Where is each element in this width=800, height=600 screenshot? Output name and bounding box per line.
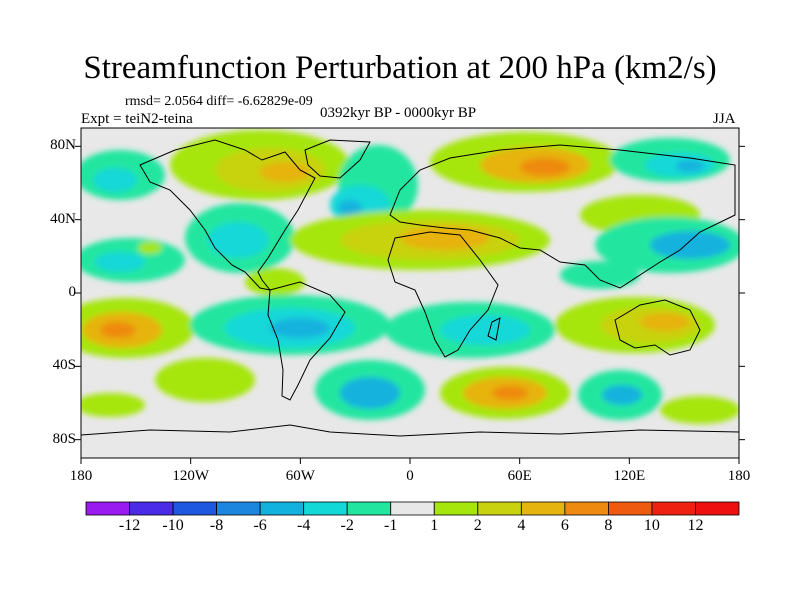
contour-region xyxy=(138,242,162,254)
contour-region xyxy=(81,393,145,417)
colorbar xyxy=(85,501,740,516)
axis-ticks xyxy=(75,145,745,464)
lon-label: 60E xyxy=(507,468,532,484)
lat-label: 40S xyxy=(52,357,76,374)
colorbar-label: -4 xyxy=(296,517,311,534)
coastline-eurasia xyxy=(389,144,736,289)
lat-label: 40N xyxy=(50,210,76,227)
contour-region xyxy=(520,158,570,176)
colorbar-swatch xyxy=(85,501,130,516)
colorbar-label: 12 xyxy=(687,517,704,534)
colorbar-swatch xyxy=(608,501,653,516)
colorbar-swatch xyxy=(695,501,740,516)
contour-region xyxy=(100,322,136,338)
season-label: JJA xyxy=(713,111,736,127)
contour-region xyxy=(208,222,268,258)
coastline-north-america xyxy=(139,139,316,291)
contour-region xyxy=(260,162,310,182)
colorbar-label: 8 xyxy=(604,517,613,534)
coastline-antarctica xyxy=(81,424,739,437)
colorbar-swatch xyxy=(433,501,479,516)
colorbar-swatch xyxy=(564,501,609,516)
colorbar-label: -6 xyxy=(253,517,267,534)
lat-label: 0 xyxy=(68,284,77,300)
coastline-australia xyxy=(614,299,701,356)
coastline-south-america xyxy=(267,281,346,401)
colorbar-swatch xyxy=(216,501,261,516)
contour-region xyxy=(155,358,255,402)
colorbar-swatch xyxy=(129,501,174,516)
colorbar-label: 10 xyxy=(643,517,660,534)
colorbar-label: -1 xyxy=(384,517,398,534)
colorbar-swatch xyxy=(303,501,348,516)
lon-label: 0 xyxy=(406,468,414,484)
experiment-label: Expt = teiN2-teina xyxy=(81,111,193,127)
contour-region xyxy=(338,200,362,216)
coastline-madagascar xyxy=(487,317,501,341)
lon-label: 120E xyxy=(613,468,646,484)
coastlines xyxy=(81,139,739,437)
contour-region xyxy=(650,231,730,259)
colorbar-label: -2 xyxy=(340,517,354,534)
contour-region xyxy=(560,261,640,289)
lat-label: 80N xyxy=(50,137,76,154)
colorbar-swatch xyxy=(520,501,566,516)
rmsd-stats: rmsd= 2.0564 diff= -6.62829e-09 xyxy=(125,94,313,109)
lon-label: 180 xyxy=(69,468,93,484)
colorbar-label: 6 xyxy=(560,517,569,534)
colorbar-label: 4 xyxy=(517,517,526,534)
colorbar-label: 2 xyxy=(473,517,482,534)
colorbar-swatch xyxy=(477,501,522,516)
contour-region xyxy=(660,396,739,424)
colorbar-label: 1 xyxy=(430,517,439,534)
colorbar-swatch xyxy=(390,501,435,516)
contour-region xyxy=(95,252,145,272)
colorbar-swatch xyxy=(346,501,392,516)
lon-label: 180 xyxy=(727,468,751,484)
colorbar-label: -10 xyxy=(162,517,184,534)
contour-region xyxy=(440,315,530,345)
plot-area xyxy=(81,128,739,458)
lon-label: 60W xyxy=(285,468,315,484)
coastline-africa xyxy=(387,231,499,358)
period-label: 0392kyr BP - 0000kyr BP xyxy=(320,105,477,121)
contour-region xyxy=(492,386,528,400)
colorbar-swatch xyxy=(259,501,305,516)
contour-region xyxy=(640,313,690,331)
coastline-greenland xyxy=(304,139,371,179)
map-title: Streamfunction Perturbation at 200 hPa (… xyxy=(83,50,717,86)
colorbar-label: -12 xyxy=(118,517,141,534)
lat-label: 80S xyxy=(52,430,76,447)
colorbar-swatch xyxy=(172,501,217,516)
contour-region xyxy=(400,226,490,250)
colorbar-swatch xyxy=(651,501,696,516)
lon-label: 120W xyxy=(172,468,209,484)
colorbar-label: -8 xyxy=(209,517,224,534)
contour-region xyxy=(676,160,704,172)
contour-region xyxy=(270,318,330,338)
contour-region xyxy=(93,168,137,192)
contour-region xyxy=(602,385,642,405)
contour-region xyxy=(340,377,400,409)
